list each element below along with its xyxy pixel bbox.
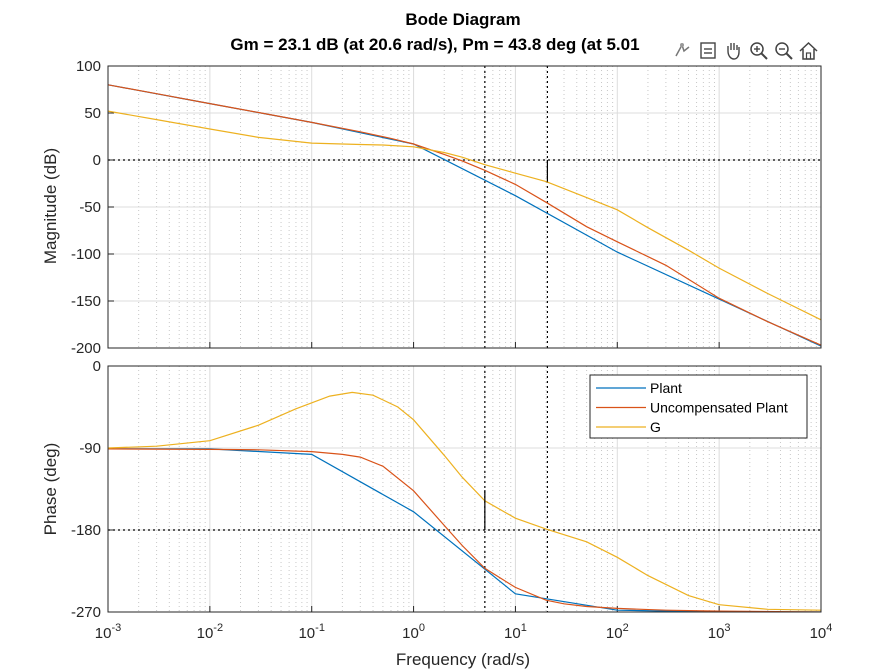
series-line-uncompensated-plant [108, 448, 821, 612]
x-tick-label: 100 [402, 622, 425, 642]
legend[interactable]: Plant Uncompensated Plant G [589, 374, 808, 439]
y-tick-label: -180 [71, 522, 101, 539]
y-tick-label: -150 [71, 293, 101, 310]
zoom-in-icon[interactable] [747, 38, 770, 62]
series-line-g [108, 391, 821, 611]
x-tick-label: 102 [606, 622, 629, 642]
y-tick-label: -90 [79, 440, 101, 457]
y-tick-label: -50 [79, 199, 101, 216]
magnitude-axes[interactable]: 100 50 0 -50 -100 -150 -200 [71, 58, 822, 357]
x-tick-label: 10-2 [197, 622, 223, 642]
y-tick-label: -270 [71, 604, 101, 621]
zoom-out-icon[interactable] [772, 38, 795, 62]
data-tips-icon[interactable] [672, 38, 695, 62]
axes-toolbar [672, 38, 820, 64]
series-line-uncompensated-plant [108, 84, 821, 346]
x-tick-label: 104 [810, 622, 833, 642]
y-tick-label: 50 [84, 105, 101, 122]
y-tick-label: 0 [93, 152, 101, 169]
y-tick-label: -100 [71, 246, 101, 263]
phase-y-label: Phase (deg) [41, 443, 60, 536]
export-icon[interactable] [697, 38, 720, 62]
chart-subtitle: Gm = 23.1 dB (at 20.6 rad/s), Pm = 43.8 … [230, 35, 639, 54]
home-icon[interactable] [797, 38, 820, 62]
magnitude-axes-box [107, 65, 822, 349]
pan-icon[interactable] [722, 38, 745, 62]
y-tick-label: 100 [76, 58, 101, 75]
magnitude-y-label: Magnitude (dB) [41, 148, 60, 264]
x-tick-label: 10-1 [298, 622, 324, 642]
x-axis-label: Frequency (rad/s) [396, 650, 530, 669]
legend-label: G [650, 419, 661, 435]
legend-label: Uncompensated Plant [650, 400, 788, 416]
y-tick-label: -200 [71, 340, 101, 357]
legend-label: Plant [650, 380, 682, 396]
y-tick-label: 0 [93, 358, 101, 375]
phase-axes-box [107, 365, 822, 613]
x-tick-label: 10-3 [95, 622, 121, 642]
series-line-g [108, 110, 821, 321]
x-tick-label: 101 [504, 622, 527, 642]
chart-title: Bode Diagram [405, 10, 520, 29]
x-tick-label: 103 [708, 622, 731, 642]
